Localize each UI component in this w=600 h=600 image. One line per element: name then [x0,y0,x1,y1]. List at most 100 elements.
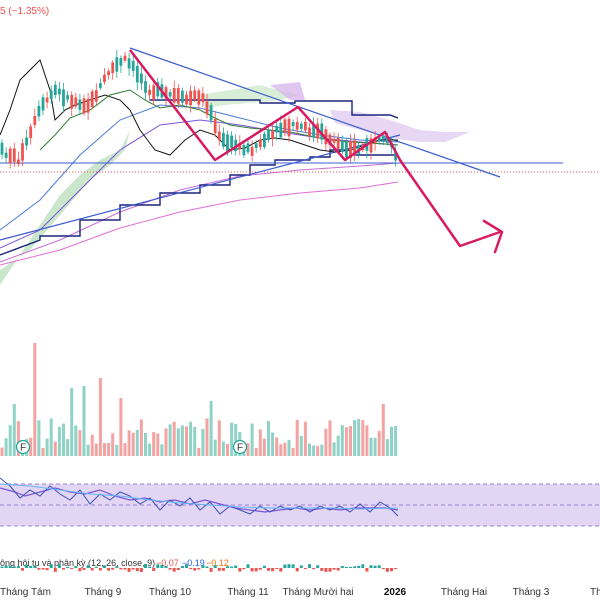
macd-bar [111,568,115,570]
macd-bar [336,568,340,571]
volume-bar [57,426,61,456]
macd-bar [94,566,98,568]
ma-long-pink [0,181,399,266]
macd-bar [164,565,168,568]
macd-bar [295,568,299,572]
candle-body [250,147,254,156]
volume-bar [295,419,299,456]
candle-body [58,88,61,95]
macd-bar [16,566,20,568]
volume-bar [107,442,111,456]
macd-bar [324,568,328,572]
macd-bar [156,564,160,568]
candle-body [86,98,90,113]
macd-bar [357,565,361,568]
oscillator-blue [0,477,399,517]
candle-body [201,93,205,103]
volume-bar [29,437,33,456]
macd-bar [254,568,258,572]
candle-body [394,152,397,161]
x-tick-feb: Tháng Hai [441,587,487,598]
volume-bar [299,435,303,456]
volume-bar [62,423,65,456]
macd-bar [242,568,246,570]
macd-bar [98,568,102,571]
macd-bar [160,564,164,568]
event-marker-f-2[interactable]: F [232,439,248,455]
volume-bar [361,420,365,456]
macd-bar [349,566,352,568]
volume-bar [303,421,307,456]
volume-bar [221,441,225,456]
event-marker-f-1[interactable]: F [15,439,31,455]
volume-bar [131,432,135,456]
volume-bar [328,420,332,456]
x-tick-mar: Tháng 3 [513,587,550,598]
candle-body [258,139,262,147]
macd-value-3: −0.12 [206,558,229,568]
candle-body [53,84,57,95]
candle-body [336,137,340,149]
volume-bar [70,388,74,456]
macd-bar [365,568,369,572]
candle-body [283,119,287,133]
volume-bar [254,447,258,456]
volume-bar [45,438,49,456]
volume-bars [0,343,398,456]
ichimoku-cloud-purple [270,82,305,100]
volume-bar [283,442,287,456]
macd-bar [193,568,197,571]
candle-body [45,97,49,103]
macd-bar [246,564,250,568]
candle-body [181,90,184,103]
x-tick-aug: Tháng Tám [0,587,51,598]
candle-body [148,89,151,95]
macd-bar [394,568,398,570]
macd-bar [250,568,254,572]
volume-bar [86,444,90,456]
volume-bar [316,445,320,456]
macd-bar [152,568,156,572]
candle-body [107,71,110,76]
volume-bar [37,420,41,456]
candle-body [299,123,303,129]
volume-bar [381,404,385,456]
volume-bar [201,428,205,456]
macd-bar [385,568,389,572]
macd-bar [340,565,344,568]
candle-body [189,90,192,106]
macd-bar [238,568,242,572]
macd-bar [12,566,16,568]
candle-body [287,118,291,137]
macd-bar [316,565,320,568]
volume-bar [78,430,82,456]
macd-bar [320,568,324,571]
macd-bar [217,568,221,571]
volume-bar [123,443,127,456]
candle-body [320,123,324,140]
volume-bar [0,447,4,456]
candle-body [295,121,299,130]
volume-bar [8,425,12,456]
volume-bar [82,386,86,456]
volume-bar [230,422,234,456]
candle-body [90,91,94,107]
volume-bar [160,444,164,456]
candle-body [8,148,12,164]
macd-bar [139,568,143,572]
volume-bar [33,343,37,456]
macd-bar [344,566,348,568]
volume-bar [287,439,291,456]
macd-bar [144,564,147,568]
ma-blue [0,104,399,231]
volume-bar [213,439,217,456]
macd-bar [226,566,229,568]
candle-body [172,88,176,103]
projection-zigzag [129,49,501,248]
macd-bar [267,568,270,571]
macd-bar [135,568,139,572]
volume-bar [258,429,262,456]
volume-bar [226,443,229,456]
volume-bar [275,437,279,456]
